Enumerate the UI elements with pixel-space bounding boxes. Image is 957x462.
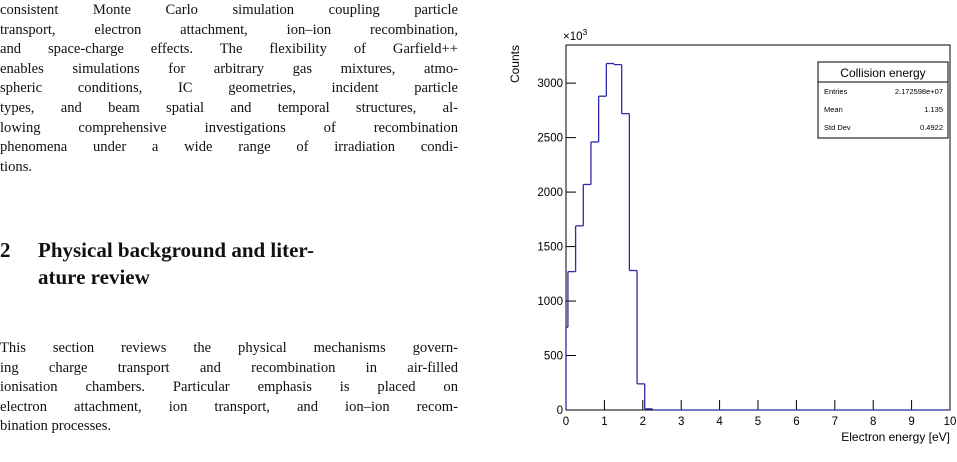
stats-label: Std Dev <box>824 123 851 132</box>
y-tick-label: 1000 <box>537 296 563 308</box>
x-tick-label: 5 <box>755 416 761 428</box>
x-tick-label: 10 <box>944 416 957 428</box>
stats-value: 0.4922 <box>920 123 943 132</box>
section-number: 2 <box>0 238 11 262</box>
stats-value: 2.172598e+07 <box>895 87 943 96</box>
text-line: consistent Monte Carlo simulation coupli… <box>0 2 458 18</box>
heading-line: ature review <box>38 265 150 289</box>
x-axis-label: Electron energy [eV] <box>841 430 950 444</box>
text-line: ing charge transport and recombination i… <box>0 359 458 376</box>
x-tick-label: 1 <box>601 416 607 428</box>
y-multiplier-exponent: 3 <box>583 27 588 37</box>
x-tick-label: 9 <box>908 416 914 428</box>
x-tick-label: 6 <box>793 416 799 428</box>
y-tick-label: 1500 <box>537 242 563 254</box>
text-line: and space-charge effects. The flexibilit… <box>0 41 458 58</box>
y-tick-label: 2500 <box>537 133 563 145</box>
text-line: enables simulations for arbitrary gas mi… <box>0 60 458 77</box>
y-tick-label: 3000 <box>537 78 563 90</box>
text-line: This section reviews the physical mechan… <box>0 340 458 356</box>
text-line: spheric conditions, IC geometries, incid… <box>0 80 458 97</box>
y-axis-label: Counts <box>508 45 522 83</box>
text-line: phenomena under a wide range of irradiat… <box>0 139 458 156</box>
y-multiplier-base: ×10 <box>563 31 583 43</box>
x-tick-label: 2 <box>640 416 646 428</box>
y-tick-label: 2000 <box>537 187 563 199</box>
x-tick-label: 7 <box>832 416 838 428</box>
stats-title: Collision energy <box>840 66 925 80</box>
y-tick-label: 0 <box>557 405 563 417</box>
y-multiplier: ×103 <box>563 27 588 43</box>
text-line: types, and beam spatial and temporal str… <box>0 100 458 116</box>
text-line: bination processes. <box>0 418 112 435</box>
x-tick-label: 3 <box>678 416 684 428</box>
stats-label: Mean <box>824 105 843 114</box>
y-tick-label: 500 <box>544 351 563 363</box>
text-line: electron attachment, ion transport, and … <box>0 398 458 415</box>
stats-label: Entries <box>824 87 848 96</box>
text-line: lowing comprehensive investigations of r… <box>0 119 458 136</box>
stats-value: 1.135 <box>924 105 943 114</box>
text-line: transport, electron attachment, ion–ion … <box>0 21 458 38</box>
x-tick-label: 4 <box>716 416 723 428</box>
stats-box <box>817 61 949 139</box>
text-line: ionisation chambers. Particular emphasis… <box>0 379 458 396</box>
x-tick-label: 8 <box>870 416 876 428</box>
heading-line: Physical background and liter- <box>38 238 314 262</box>
x-tick-label: 0 <box>563 416 569 428</box>
text-line: tions. <box>0 158 33 175</box>
